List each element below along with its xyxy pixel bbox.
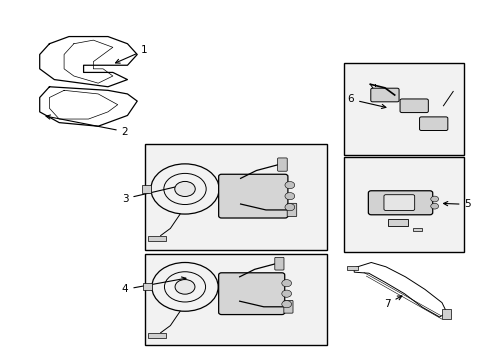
FancyBboxPatch shape <box>286 203 296 217</box>
Text: 2: 2 <box>46 115 128 136</box>
FancyBboxPatch shape <box>399 99 427 113</box>
Circle shape <box>281 290 291 297</box>
FancyBboxPatch shape <box>419 117 447 131</box>
Circle shape <box>281 301 291 308</box>
Circle shape <box>285 204 294 211</box>
FancyBboxPatch shape <box>218 273 284 315</box>
Circle shape <box>281 280 291 287</box>
Text: 5: 5 <box>443 199 470 210</box>
FancyBboxPatch shape <box>344 157 463 252</box>
Bar <box>148 235 165 241</box>
Bar <box>143 283 152 291</box>
Text: 6: 6 <box>347 94 385 108</box>
Bar <box>148 333 165 338</box>
FancyBboxPatch shape <box>387 220 407 226</box>
Bar <box>441 310 450 319</box>
FancyBboxPatch shape <box>370 88 398 102</box>
FancyBboxPatch shape <box>344 63 463 155</box>
Circle shape <box>175 280 195 294</box>
FancyBboxPatch shape <box>274 257 284 270</box>
Circle shape <box>430 196 438 202</box>
Circle shape <box>285 193 294 200</box>
Bar <box>142 185 151 193</box>
Circle shape <box>174 181 195 197</box>
FancyBboxPatch shape <box>277 158 286 171</box>
FancyBboxPatch shape <box>383 195 414 211</box>
Bar <box>346 266 357 270</box>
FancyBboxPatch shape <box>283 301 292 313</box>
Circle shape <box>285 181 294 189</box>
Text: 1: 1 <box>115 45 147 63</box>
FancyBboxPatch shape <box>144 144 327 250</box>
Text: 3: 3 <box>122 183 185 204</box>
FancyBboxPatch shape <box>367 191 432 215</box>
Text: 4: 4 <box>122 277 185 294</box>
Bar <box>412 228 421 231</box>
FancyBboxPatch shape <box>218 174 287 218</box>
Text: 7: 7 <box>383 296 401 309</box>
FancyBboxPatch shape <box>144 253 327 345</box>
Circle shape <box>430 203 438 209</box>
